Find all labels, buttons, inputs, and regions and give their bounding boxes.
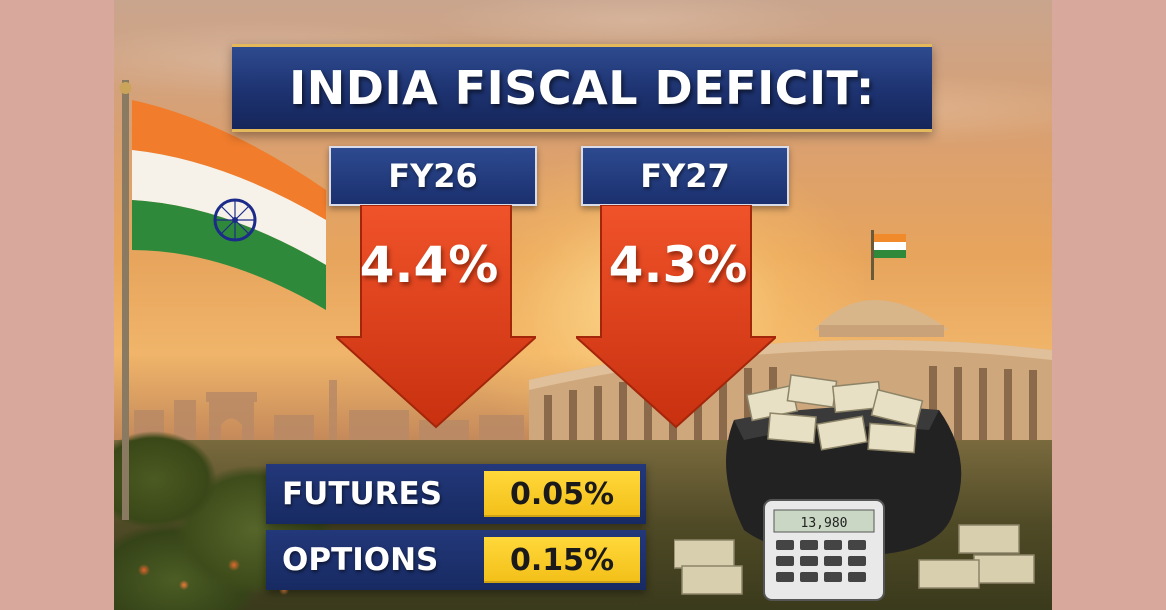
page-title: INDIA FISCAL DEFICIT:	[289, 61, 875, 115]
fiscal-deficit-poster: 13,980 INDIA FISCAL DEFICIT: FY26 FY27	[114, 0, 1052, 610]
fy27-label: FY27	[581, 146, 789, 206]
india-flag-icon	[119, 80, 326, 520]
fy26-down-arrow-icon	[336, 205, 536, 429]
futures-value: 0.05%	[509, 476, 615, 512]
futures-value-box: 0.05%	[484, 471, 640, 517]
calculator-icon	[763, 499, 885, 601]
fy26-year-text: FY26	[388, 157, 478, 195]
options-value: 0.15%	[509, 542, 615, 578]
options-rate-row: OPTIONS 0.15%	[266, 530, 646, 590]
title-banner: INDIA FISCAL DEFICIT:	[232, 44, 932, 132]
fy27-year-text: FY27	[640, 157, 730, 195]
options-value-box: 0.15%	[484, 537, 640, 583]
money-bag-icon: 13,980	[674, 374, 1035, 601]
options-label: OPTIONS	[282, 542, 439, 578]
fy26-label: FY26	[329, 146, 537, 206]
futures-label: FUTURES	[282, 476, 443, 512]
fy27-deficit-value: 4.3%	[608, 236, 748, 294]
futures-rate-row: FUTURES 0.05%	[266, 464, 646, 524]
calculator-display: 13,980	[801, 516, 848, 531]
fy27-down-arrow-icon	[576, 205, 776, 429]
fy26-deficit-value: 4.4%	[359, 236, 499, 294]
